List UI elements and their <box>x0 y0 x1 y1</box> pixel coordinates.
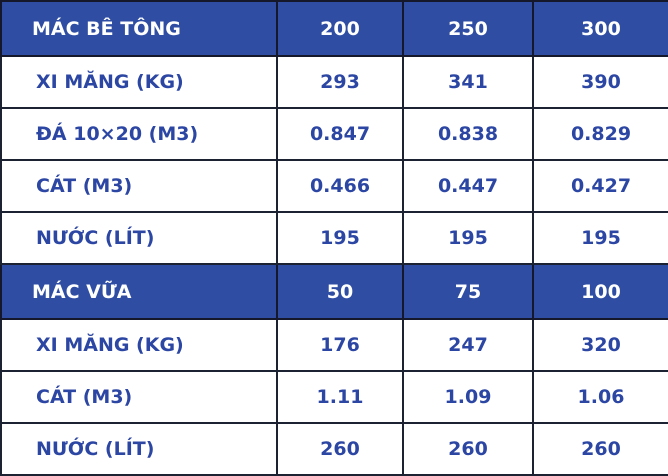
cell-value: 195 <box>276 211 404 265</box>
cell-value: 75 <box>402 263 534 320</box>
data-row: ĐÁ 10×20 (M3) 0.847 0.838 0.829 <box>0 107 668 161</box>
cell-value: 50 <box>276 263 404 320</box>
cell-value: 1.06 <box>532 370 668 424</box>
cell-value: 320 <box>532 318 668 372</box>
cell-value: 195 <box>402 211 534 265</box>
row-label: NƯỚC (LÍT) <box>0 211 278 265</box>
cell-value: 390 <box>532 55 668 109</box>
cell-value: 1.09 <box>402 370 534 424</box>
cell-value: 0.466 <box>276 159 404 213</box>
cell-value: 293 <box>276 55 404 109</box>
row-label: XI MĂNG (KG) <box>0 318 278 372</box>
cell-value: 100 <box>532 263 668 320</box>
cell-value: 0.847 <box>276 107 404 161</box>
cell-value: 195 <box>532 211 668 265</box>
cell-value: 260 <box>532 422 668 476</box>
data-row: NƯỚC (LÍT) 260 260 260 <box>0 422 668 476</box>
row-label: CÁT (M3) <box>0 159 278 213</box>
cell-value: 0.829 <box>532 107 668 161</box>
cell-value: 0.427 <box>532 159 668 213</box>
header-row: MÁC BÊ TÔNG 200 250 300 <box>0 0 668 57</box>
data-row: NƯỚC (LÍT) 195 195 195 <box>0 211 668 265</box>
cell-value: 250 <box>402 0 534 57</box>
data-row: CÁT (M3) 1.11 1.09 1.06 <box>0 370 668 424</box>
row-label: NƯỚC (LÍT) <box>0 422 278 476</box>
row-label: MÁC VỮA <box>0 263 278 320</box>
cell-value: 260 <box>276 422 404 476</box>
cell-value: 1.11 <box>276 370 404 424</box>
cell-value: 341 <box>402 55 534 109</box>
data-row: XI MĂNG (KG) 293 341 390 <box>0 55 668 109</box>
data-row: XI MĂNG (KG) 176 247 320 <box>0 318 668 372</box>
cell-value: 300 <box>532 0 668 57</box>
cell-value: 176 <box>276 318 404 372</box>
cell-value: 0.447 <box>402 159 534 213</box>
cell-value: 200 <box>276 0 404 57</box>
cell-value: 260 <box>402 422 534 476</box>
row-label: MÁC BÊ TÔNG <box>0 0 278 57</box>
row-label: XI MĂNG (KG) <box>0 55 278 109</box>
cell-value: 247 <box>402 318 534 372</box>
row-label: CÁT (M3) <box>0 370 278 424</box>
data-row: CÁT (M3) 0.466 0.447 0.427 <box>0 159 668 213</box>
row-label: ĐÁ 10×20 (M3) <box>0 107 278 161</box>
cell-value: 0.838 <box>402 107 534 161</box>
header-row: MÁC VỮA 50 75 100 <box>0 263 668 320</box>
